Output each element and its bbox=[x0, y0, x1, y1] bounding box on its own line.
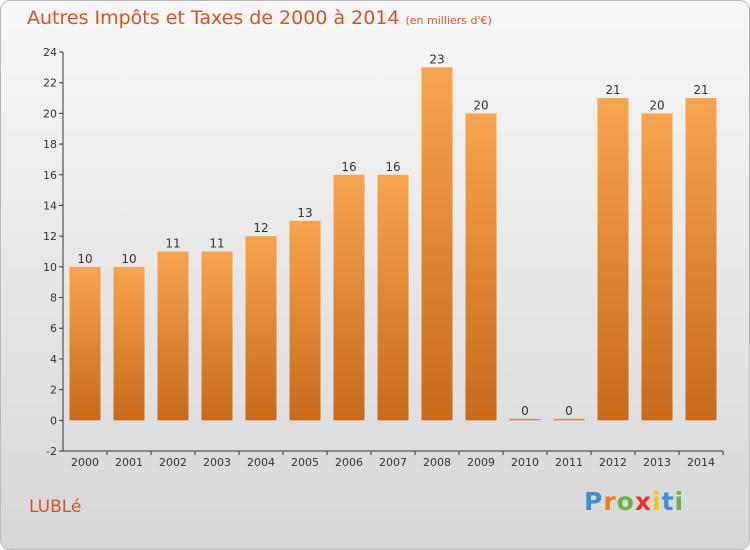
x-tick-label: 2001 bbox=[115, 456, 143, 469]
data-label: 23 bbox=[429, 52, 444, 66]
data-label: 21 bbox=[693, 83, 708, 97]
data-label: 20 bbox=[473, 98, 488, 112]
y-tick-label: 8 bbox=[50, 292, 57, 305]
logo-letter: o bbox=[616, 487, 635, 516]
x-tick-label: 2008 bbox=[423, 456, 451, 469]
y-tick-label: 6 bbox=[50, 322, 57, 335]
y-tick-label: 14 bbox=[43, 199, 57, 212]
x-tick-label: 2006 bbox=[335, 456, 363, 469]
x-tick-label: 2005 bbox=[291, 456, 319, 469]
bar bbox=[333, 174, 365, 421]
x-tick-label: 2004 bbox=[247, 456, 275, 469]
x-tick-label: 2000 bbox=[71, 456, 99, 469]
bar bbox=[377, 174, 409, 421]
logo-letter: x bbox=[634, 487, 652, 516]
bar bbox=[69, 266, 101, 421]
data-label: 20 bbox=[649, 98, 664, 112]
y-tick-label: 20 bbox=[43, 107, 57, 120]
data-label: 21 bbox=[605, 83, 620, 97]
x-tick-label: 2013 bbox=[643, 456, 671, 469]
chart-title: Autres Impôts et Taxes de 2000 à 2014 (en… bbox=[27, 7, 492, 29]
x-tick-label: 2012 bbox=[599, 456, 627, 469]
bar bbox=[509, 418, 541, 421]
bar bbox=[597, 98, 629, 421]
data-label: 16 bbox=[341, 160, 356, 174]
y-tick-label: 10 bbox=[43, 261, 57, 274]
logo-letter: r bbox=[603, 487, 617, 516]
data-label: 0 bbox=[521, 404, 529, 418]
y-tick-label: 2 bbox=[50, 384, 57, 397]
y-tick-label: 24 bbox=[43, 46, 57, 59]
bar bbox=[245, 236, 277, 421]
data-label: 12 bbox=[253, 221, 268, 235]
bars bbox=[69, 67, 717, 421]
x-tick-label: 2010 bbox=[511, 456, 539, 469]
logo-letter: i bbox=[674, 487, 685, 516]
data-label: 0 bbox=[565, 404, 573, 418]
y-tick-label: 18 bbox=[43, 138, 57, 151]
x-tick-label: 2002 bbox=[159, 456, 187, 469]
y-tick-label: 4 bbox=[50, 353, 57, 366]
logo-letter: P bbox=[584, 487, 604, 516]
bar bbox=[157, 251, 189, 421]
y-tick-label: 16 bbox=[43, 169, 57, 182]
bar bbox=[201, 251, 233, 421]
bar bbox=[289, 220, 321, 421]
x-tick-label: 2007 bbox=[379, 456, 407, 469]
bar bbox=[465, 113, 497, 421]
chart-title-text: Autres Impôts et Taxes de 2000 à 2014 bbox=[27, 7, 400, 29]
data-label: 13 bbox=[297, 206, 312, 220]
bar bbox=[113, 266, 145, 421]
data-label: 10 bbox=[77, 252, 92, 266]
y-tick-label: -2 bbox=[46, 445, 57, 458]
bar bbox=[421, 67, 453, 421]
bar bbox=[553, 418, 585, 421]
x-tick-label: 2003 bbox=[203, 456, 231, 469]
bar bbox=[685, 98, 717, 421]
y-tick-label: 12 bbox=[43, 230, 57, 243]
x-tick-label: 2014 bbox=[687, 456, 715, 469]
data-label: 10 bbox=[121, 252, 136, 266]
logo-letter: i bbox=[652, 487, 662, 516]
data-label: 11 bbox=[209, 237, 224, 251]
proxiti-logo[interactable]: Proxiti bbox=[584, 487, 684, 516]
data-label: 16 bbox=[385, 160, 400, 174]
chart-subtitle: (en milliers d'€) bbox=[405, 14, 492, 27]
bar bbox=[641, 113, 673, 421]
logo-letter: t bbox=[661, 487, 675, 516]
data-labels: 10 10 11 11 12 13 16 16 23 20 0 0 21 20 21 bbox=[77, 52, 708, 417]
data-label: 11 bbox=[165, 237, 180, 251]
y-tick-label: 0 bbox=[50, 414, 57, 427]
commune-name: LUBLé bbox=[29, 497, 82, 517]
x-tick-label: 2011 bbox=[555, 456, 583, 469]
y-tick-label: 22 bbox=[43, 77, 57, 90]
x-tick-label: 2009 bbox=[467, 456, 495, 469]
